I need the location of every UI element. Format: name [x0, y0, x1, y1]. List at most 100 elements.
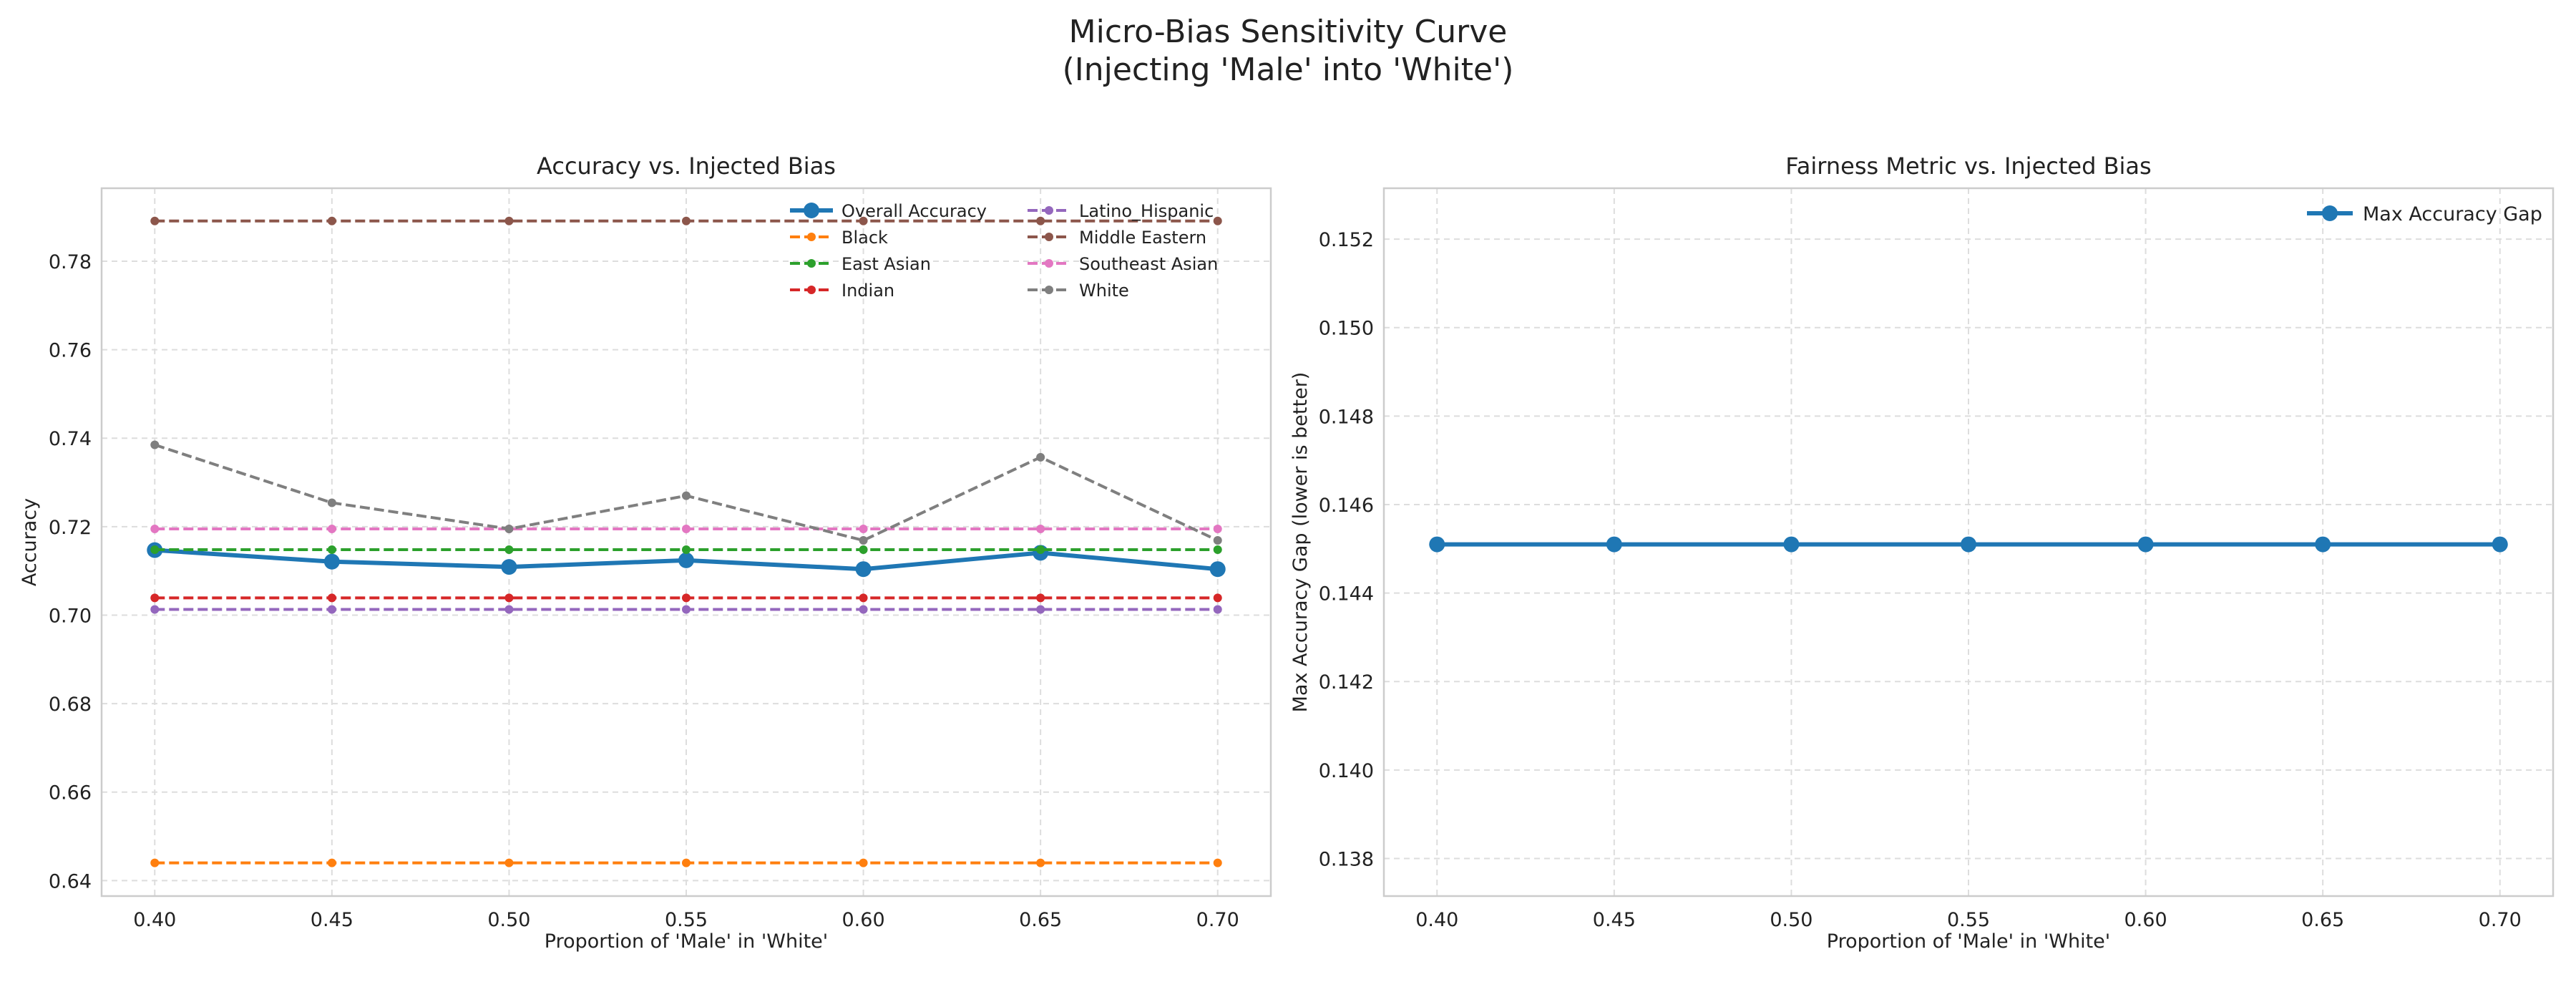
legend-marker: [2322, 205, 2338, 221]
data-point: [1213, 216, 1222, 225]
x-axis-label: Proportion of 'Male' in 'White': [1827, 930, 2110, 953]
data-point: [1961, 536, 1976, 553]
data-point: [501, 559, 517, 575]
legend-marker: [804, 203, 819, 218]
x-tick-label: 0.65: [1019, 909, 1062, 931]
data-point: [1429, 536, 1445, 553]
accuracy-chart-panel: Accuracy vs. Injected Bias 0.40 0.45 0.50 0.…: [19, 152, 1272, 953]
data-point: [682, 545, 691, 555]
y-axis-label: Max Accuracy Gap (lower is better): [1289, 372, 1312, 713]
x-tick-label: 0.55: [1947, 909, 1990, 931]
legend-marker: [807, 233, 816, 241]
legend-label: East Asian: [841, 254, 931, 274]
x-tick-label: 0.70: [2479, 909, 2522, 931]
data-point: [682, 605, 691, 614]
data-point: [1213, 593, 1222, 603]
data-point: [150, 524, 160, 533]
data-point: [859, 593, 868, 603]
data-point: [504, 524, 514, 533]
data-point: [327, 524, 336, 533]
y-tick-label: 0.70: [49, 605, 92, 627]
y-tick-label: 0.74: [49, 428, 92, 450]
x-axis-label: Proportion of 'Male' in 'White': [545, 930, 828, 953]
legend-marker: [807, 259, 816, 268]
y-tick-label: 0.144: [1319, 583, 1374, 605]
data-point: [859, 536, 868, 545]
legend-label: White: [1079, 281, 1129, 301]
data-point: [1213, 545, 1222, 555]
legend-label: Latino_Hispanic: [1079, 201, 1214, 221]
x-tick-label: 0.70: [1196, 909, 1239, 931]
fairness-chart-panel: Fairness Metric vs. Injected Bias 0.40 0.4…: [1289, 152, 2555, 953]
y-axis-label: Accuracy: [19, 498, 41, 586]
data-point: [327, 498, 336, 507]
data-point: [1036, 452, 1045, 462]
data-point: [678, 552, 694, 568]
data-point: [150, 593, 160, 603]
data-point: [2492, 536, 2508, 553]
data-point: [504, 216, 514, 225]
data-point: [859, 605, 868, 614]
data-point: [1036, 216, 1045, 225]
legend-marker: [1045, 259, 1053, 268]
data-point: [150, 216, 160, 225]
data-point: [2315, 536, 2331, 553]
figure-title-line-1: Micro-Bias Sensitivity Curve: [1069, 14, 1508, 50]
legend-label: Southeast Asian: [1079, 254, 1218, 274]
legend-label: Middle Eastern: [1079, 228, 1206, 248]
y-tick-label: 0.138: [1319, 848, 1374, 870]
data-point: [1213, 858, 1222, 867]
y-tick-label: 0.72: [49, 517, 92, 539]
data-point: [1783, 536, 1800, 553]
legend-marker: [1045, 286, 1053, 294]
y-tick-label: 0.146: [1319, 495, 1374, 517]
plot-frame: [1382, 187, 2555, 898]
data-point: [150, 440, 160, 449]
data-point: [2137, 536, 2154, 553]
legend-marker: [1045, 233, 1053, 241]
data-point: [1209, 561, 1226, 578]
data-point: [1036, 524, 1045, 533]
legend-label: Indian: [841, 281, 894, 301]
data-point: [150, 605, 160, 614]
y-tick-label: 0.78: [49, 251, 92, 273]
x-tick-label: 0.45: [1593, 909, 1636, 931]
data-point: [855, 561, 872, 578]
data-point: [150, 545, 160, 555]
data-point: [1036, 545, 1045, 555]
data-point: [327, 216, 336, 225]
data-point: [504, 858, 514, 867]
data-point: [323, 553, 340, 570]
y-tick-label: 0.150: [1319, 318, 1374, 340]
data-point: [682, 524, 691, 533]
data-point: [1213, 536, 1222, 545]
data-point: [1213, 605, 1222, 614]
data-point: [327, 858, 336, 867]
x-tick-label: 0.40: [1415, 909, 1458, 931]
chart-title: Fairness Metric vs. Injected Bias: [1785, 152, 2151, 180]
data-point: [682, 593, 691, 603]
y-tick-label: 0.142: [1319, 671, 1374, 694]
y-tick-label: 0.76: [49, 340, 92, 362]
legend-label: Max Accuracy Gap: [2363, 203, 2542, 225]
data-point: [682, 216, 691, 225]
x-tick-label: 0.50: [1770, 909, 1813, 931]
data-point: [682, 491, 691, 500]
data-point: [1036, 593, 1045, 603]
figure-title-line-2: (Injecting 'Male' into 'White'): [1063, 52, 1514, 88]
y-tick-label: 0.64: [49, 870, 92, 892]
data-point: [1213, 524, 1222, 533]
x-tick-label: 0.65: [2301, 909, 2344, 931]
data-point: [859, 216, 868, 225]
x-tick-label: 0.50: [487, 909, 530, 931]
data-point: [682, 858, 691, 867]
y-tick-label: 0.152: [1319, 229, 1374, 251]
data-point: [859, 858, 868, 867]
x-tick-label: 0.55: [665, 909, 708, 931]
data-point: [859, 524, 868, 533]
y-tick-label: 0.66: [49, 782, 92, 804]
x-tick-label: 0.45: [311, 909, 353, 931]
data-point: [504, 545, 514, 555]
data-point: [1036, 605, 1045, 614]
